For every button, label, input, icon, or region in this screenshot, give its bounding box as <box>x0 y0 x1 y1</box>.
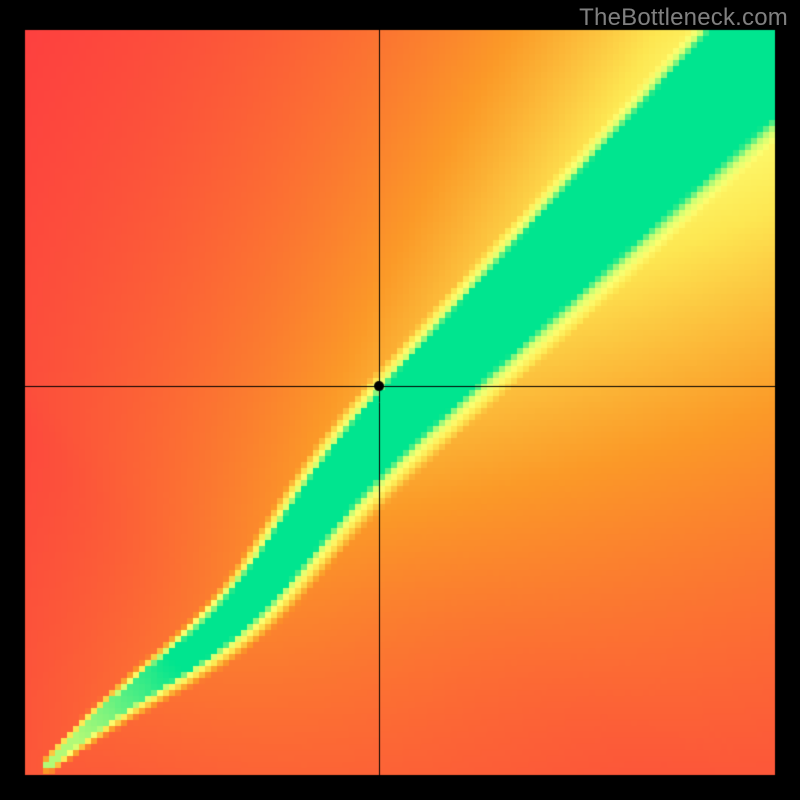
bottleneck-heatmap <box>0 0 800 800</box>
watermark-text: TheBottleneck.com <box>579 4 788 32</box>
